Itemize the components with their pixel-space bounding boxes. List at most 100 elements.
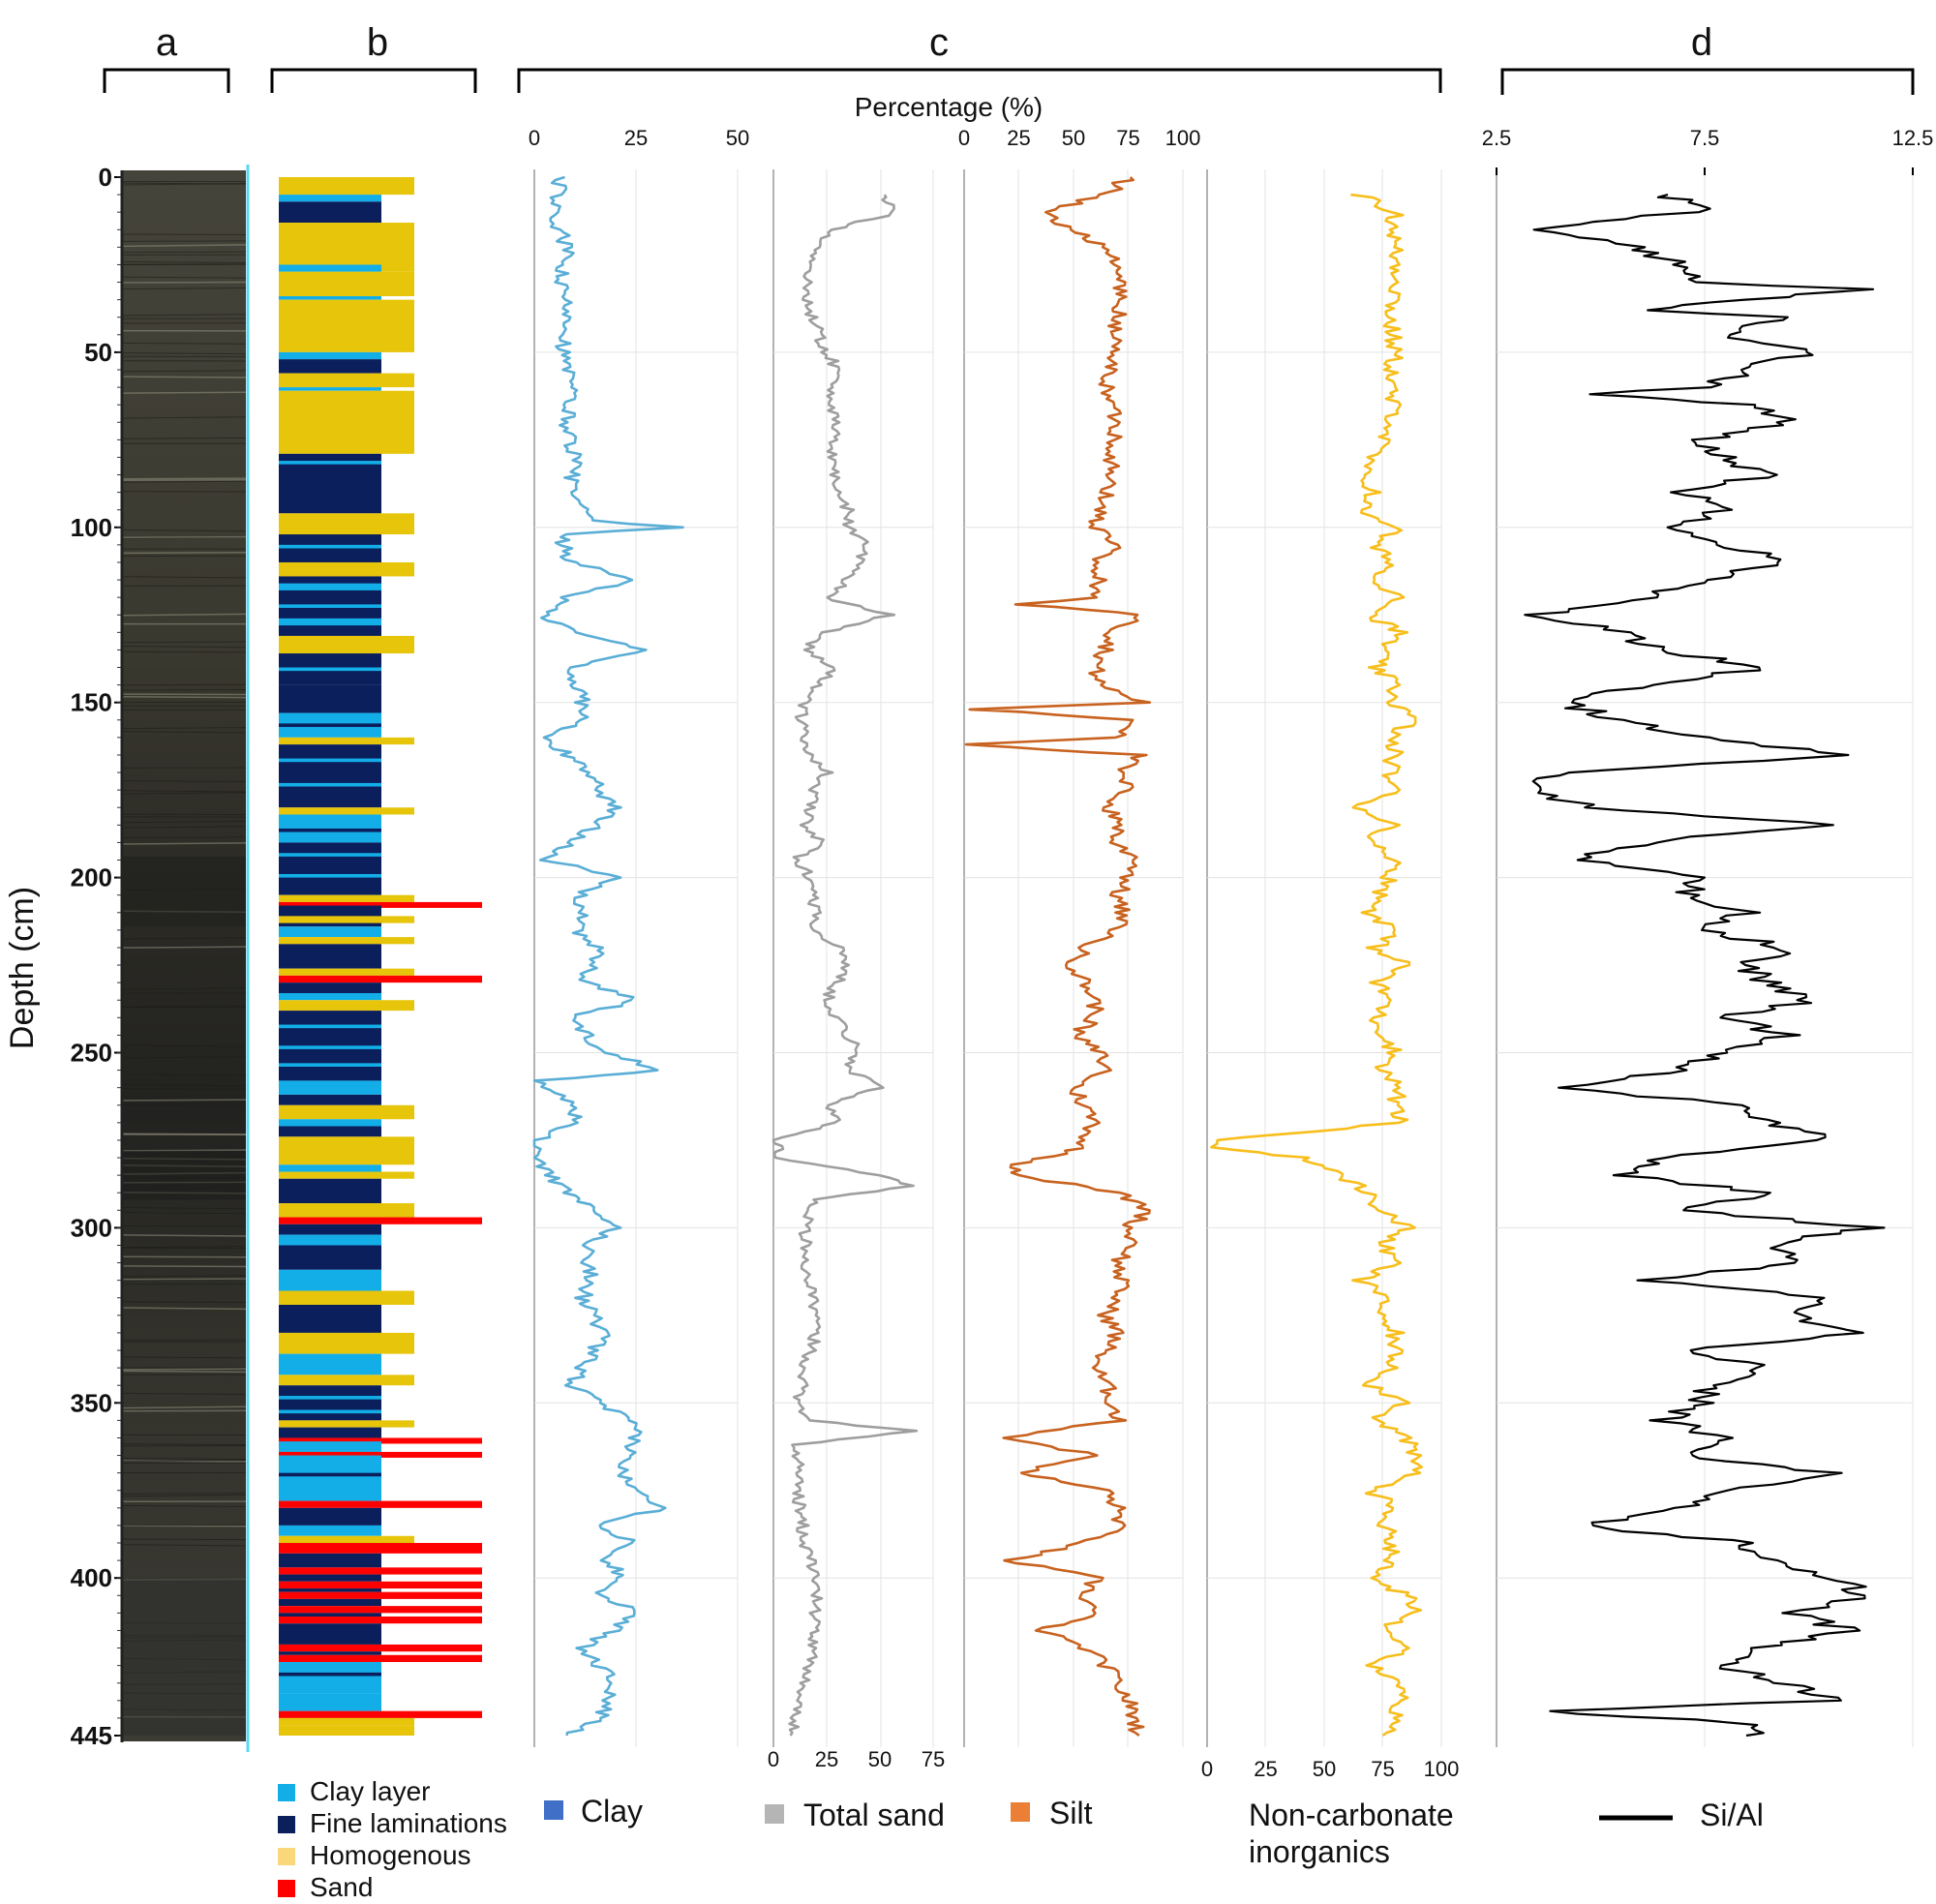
lithology-legend-label: Homogenous <box>310 1840 471 1870</box>
lithology-clay <box>279 296 381 300</box>
core-band <box>121 696 247 699</box>
lithology-clay <box>279 604 381 609</box>
lithology-clay <box>279 1693 381 1711</box>
core-band <box>121 1368 247 1371</box>
legend-non-carbonate-label: Non-carbonate inorganics <box>1249 1798 1454 1869</box>
core-band <box>121 646 247 649</box>
core-band <box>121 1084 247 1087</box>
core-band <box>121 792 247 795</box>
x-tick-label: 50 <box>1062 126 1085 150</box>
core-band <box>121 731 247 734</box>
x-tick-label: 100 <box>1424 1757 1460 1781</box>
series-line-silt <box>964 176 1152 1738</box>
core-band <box>121 780 247 782</box>
lithology-homo <box>279 737 414 745</box>
lithology-sand <box>279 1710 482 1718</box>
core-band <box>121 1494 247 1497</box>
lithology-sand <box>279 1581 482 1589</box>
lithology-clay <box>279 1396 381 1400</box>
x-tick-label: 0 <box>529 126 540 150</box>
percentage-label: Percentage (%) <box>855 92 1044 122</box>
lithology-fine <box>279 828 381 832</box>
core-band <box>121 551 247 555</box>
lithology-fine <box>279 744 381 808</box>
lithology-fine <box>279 1304 381 1333</box>
lithology-clay <box>279 264 381 272</box>
core-band <box>121 233 247 236</box>
x-tick-label: 100 <box>1165 126 1201 150</box>
lithology-sand <box>279 1567 482 1575</box>
core-band <box>121 790 247 793</box>
lithology-fine <box>279 982 381 993</box>
lithology-homo <box>279 1535 414 1544</box>
core-band <box>121 1504 247 1508</box>
series-panel-0: 0 25 50 <box>529 126 749 1747</box>
x-tick-label: 25 <box>624 126 648 150</box>
depth-tick-label: 0 <box>99 163 112 192</box>
lithology-clay <box>279 782 381 787</box>
lithology-fine <box>279 1588 381 1592</box>
lithology-sand <box>279 1217 482 1224</box>
lithology-fine <box>279 1178 381 1204</box>
series-line-total-sand <box>771 194 919 1737</box>
lithology-legend-label: Sand <box>310 1872 373 1902</box>
lithology-fine <box>279 1385 381 1421</box>
x-tick-label: 0 <box>1201 1757 1213 1781</box>
lithology-homo <box>279 1332 414 1354</box>
legend-silt-label: Silt <box>1049 1796 1093 1830</box>
core-band <box>121 1206 247 1210</box>
lithology-sand <box>279 1591 482 1599</box>
lithology-sand <box>279 1451 482 1458</box>
lithology-sand <box>279 1543 482 1554</box>
lithology-homo <box>279 223 414 272</box>
lithology-homo <box>279 513 414 535</box>
lithology-clay <box>279 1234 381 1246</box>
lithology-homo <box>279 807 414 815</box>
core-dark-zone <box>122 856 246 927</box>
core-band <box>121 391 247 394</box>
series-line-clay <box>532 175 684 1737</box>
x-tick-label: 25 <box>815 1747 838 1771</box>
lithology-fine <box>279 1472 381 1477</box>
lithology-fine <box>279 1245 381 1270</box>
depth-tick-label: 100 <box>71 513 112 542</box>
x-tick-label: 0 <box>768 1747 779 1771</box>
lithology-clay <box>279 1353 381 1375</box>
core-band <box>121 842 247 845</box>
lithology-legend-swatch <box>278 1784 295 1801</box>
lithology-clay <box>279 1024 381 1029</box>
core-band <box>121 1307 247 1311</box>
lithology-homo <box>279 390 414 454</box>
legend-non-carbonate: Non-carbonate inorganics <box>1249 1798 1454 1869</box>
lithology-fine <box>279 1623 381 1645</box>
series-panel-3: 0 25 50 75 100 <box>1201 169 1459 1781</box>
series-panel-2: 0 25 50 75 100 <box>958 126 1200 1747</box>
lithology-fine <box>279 359 381 374</box>
core-band <box>121 287 247 290</box>
core-band <box>121 370 247 373</box>
core-band <box>121 1103 247 1106</box>
lithology-homo <box>279 373 414 388</box>
lithology-fine <box>279 201 381 224</box>
x-tick-label: 50 <box>726 126 749 150</box>
core-band <box>121 244 247 248</box>
core-band <box>121 813 247 816</box>
lithology-clay <box>279 1441 381 1452</box>
core-band <box>121 576 247 579</box>
panel-letter-c: c <box>929 21 949 64</box>
core-band <box>121 1544 247 1547</box>
x-tick-label: 0 <box>958 126 970 150</box>
lithology-homo <box>279 1420 414 1428</box>
core-band <box>121 276 247 279</box>
lithology-homo <box>279 1725 414 1736</box>
lithology-sand <box>279 1437 482 1444</box>
bracket-d <box>1500 68 1915 95</box>
panel-letter-a: a <box>156 21 178 64</box>
core-band <box>121 1265 247 1268</box>
lithology-clay <box>279 1164 381 1172</box>
lithology-clay <box>279 387 381 391</box>
legend-clay-label: Clay <box>581 1794 643 1828</box>
lithology-clay <box>279 1455 381 1501</box>
lithology-fine <box>279 723 381 728</box>
